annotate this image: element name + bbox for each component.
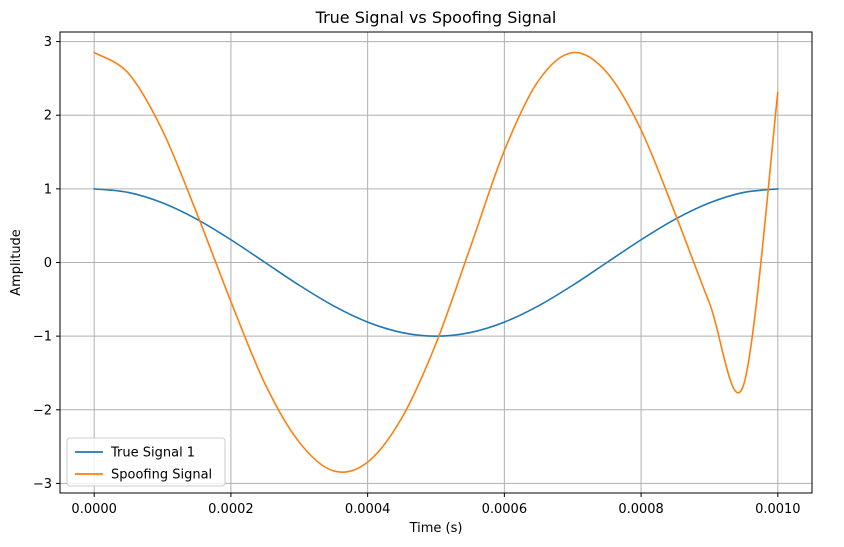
y-tick-label: 0 — [44, 256, 52, 271]
x-axis-label: Time (s) — [409, 521, 463, 536]
y-tick-label: 2 — [44, 109, 52, 124]
legend-box — [66, 437, 226, 487]
legend-label: Spoofing Signal — [111, 468, 212, 483]
legend: True Signal 1 Spoofing Signal — [66, 437, 226, 487]
x-tick-label: 0.0000 — [71, 502, 117, 517]
y-tick-label: 1 — [44, 182, 52, 197]
chart-title: True Signal vs Spoofing Signal — [315, 8, 557, 27]
y-tick-label: 3 — [44, 35, 52, 50]
grid — [60, 32, 812, 493]
x-axis-ticks: 0.0000 0.0002 0.0004 0.0006 0.0008 0.0010 — [71, 493, 801, 517]
y-tick-label: −1 — [33, 330, 52, 345]
series-layer — [93, 51, 779, 473]
series-line-1 — [93, 188, 779, 337]
legend-label: True Signal 1 — [110, 446, 195, 461]
y-axis-ticks: −3 −2 −1 0 1 2 3 — [33, 35, 60, 492]
series-line-2 — [93, 51, 779, 473]
y-tick-label: −2 — [33, 403, 52, 418]
y-axis-label: Amplitude — [9, 229, 24, 296]
x-tick-label: 0.0004 — [345, 502, 391, 517]
x-tick-label: 0.0006 — [482, 502, 528, 517]
x-tick-label: 0.0008 — [618, 502, 664, 517]
x-tick-label: 0.0002 — [208, 502, 254, 517]
x-tick-label: 0.0010 — [755, 502, 801, 517]
y-tick-label: −3 — [33, 477, 52, 492]
